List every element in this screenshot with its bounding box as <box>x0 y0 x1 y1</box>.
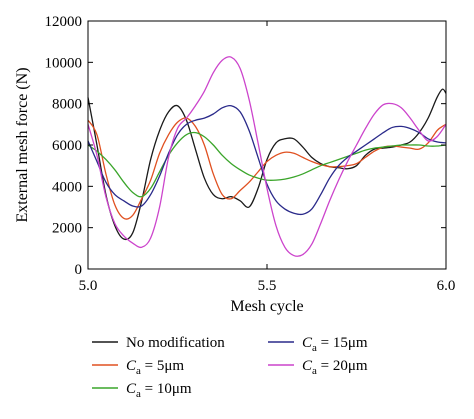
x-axis-ticks: 5.0 5.5 6.0 <box>79 21 456 294</box>
y-axis-ticks: 0 2000 4000 6000 8000 10000 12000 <box>45 14 446 278</box>
legend-label-1: Ca = 5μm <box>126 358 184 377</box>
series-line-4 <box>87 56 447 257</box>
series-line-0 <box>87 88 447 241</box>
series-line-3 <box>87 104 447 216</box>
series-line-2 <box>87 131 447 198</box>
plot-frame <box>87 20 447 270</box>
legend: No modification Ca = 5μm Ca = 10μm Ca = 15μ… <box>92 335 368 400</box>
y-tick-label: 12000 <box>45 14 83 30</box>
plot-lines <box>87 56 447 257</box>
x-tick-label: 5.0 <box>79 278 98 294</box>
legend-label-0: No modification <box>126 335 225 351</box>
x-tick-label: 5.5 <box>258 278 277 294</box>
legend-label-4: Ca = 20μm <box>302 358 368 377</box>
y-axis-label: External mesh force (N) <box>14 67 31 222</box>
legend-label-3: Ca = 15μm <box>302 335 368 354</box>
y-tick-label: 4000 <box>52 179 82 195</box>
y-tick-label: 0 <box>75 262 83 278</box>
y-tick-label: 6000 <box>52 138 82 154</box>
legend-label-2: Ca = 10μm <box>126 381 192 400</box>
y-tick-label: 2000 <box>52 221 82 237</box>
y-tick-label: 8000 <box>52 97 82 113</box>
x-axis-label: Mesh cycle <box>230 298 303 315</box>
y-tick-label: 10000 <box>45 55 83 71</box>
x-tick-label: 6.0 <box>437 278 456 294</box>
series-line-1 <box>87 117 447 220</box>
